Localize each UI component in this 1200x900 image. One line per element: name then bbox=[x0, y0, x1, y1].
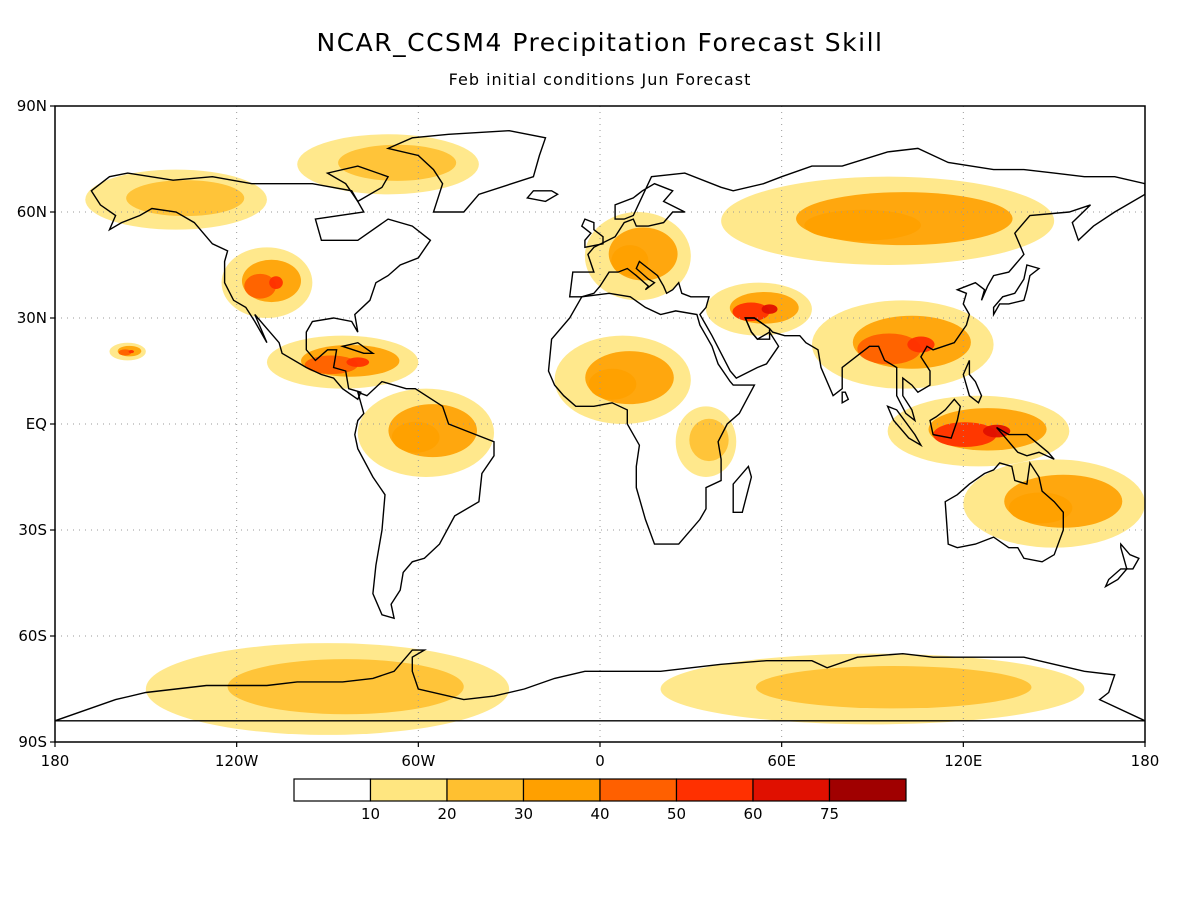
coastline-japan bbox=[992, 264, 1041, 318]
colorbar-tick-label: 10 bbox=[361, 805, 380, 823]
skill-region bbox=[887, 395, 1070, 467]
lat-tick-label: 90N bbox=[17, 97, 47, 115]
colorbar-bin bbox=[446, 778, 525, 802]
coastline-antarctica bbox=[55, 649, 1145, 722]
coastline-borneo bbox=[929, 398, 962, 439]
colorbar-bin bbox=[599, 778, 678, 802]
lat-tick-label: 30N bbox=[17, 309, 47, 327]
skill-region bbox=[675, 406, 737, 477]
lat-tick-label: EQ bbox=[26, 415, 47, 433]
colorbar: 10 20 30 40 50 60 75 bbox=[293, 778, 907, 823]
coastline-madagascar bbox=[732, 464, 753, 513]
colorbar-bin bbox=[752, 778, 831, 802]
coastline-new-zealand-south bbox=[1104, 568, 1129, 589]
skill-shading-layer bbox=[85, 134, 1145, 735]
coastline-arabian-sea-persian bbox=[744, 317, 771, 341]
skill-region bbox=[221, 247, 313, 318]
lat-tick-label: 90S bbox=[18, 733, 47, 751]
coastlines bbox=[55, 129, 1145, 722]
lat-tick-label: 60S bbox=[18, 627, 47, 645]
skill-region bbox=[963, 459, 1145, 548]
coastline-south-america bbox=[354, 380, 495, 620]
lon-tick-label: 60W bbox=[401, 752, 435, 770]
lon-tick-label: 180 bbox=[41, 752, 70, 770]
lat-tick-label: 60N bbox=[17, 203, 47, 221]
lat-tick-label: 30S bbox=[18, 521, 47, 539]
coastline-new-zealand bbox=[1120, 542, 1140, 570]
coastline-british-isles bbox=[580, 218, 604, 249]
lon-tick-label: 120E bbox=[944, 752, 982, 770]
colorbar-tick-label: 30 bbox=[514, 805, 533, 823]
coastline-philippines bbox=[962, 360, 983, 404]
map-title: NCAR_CCSM4 Precipitation Forecast Skill bbox=[316, 28, 884, 57]
coastline-new-guinea bbox=[996, 426, 1055, 460]
coastline-australia bbox=[944, 460, 1064, 563]
map-subtitle: Feb initial conditions Jun Forecast bbox=[448, 70, 752, 89]
longitude-labels: 180 120W 60W 0 60E 120E 180 bbox=[41, 742, 1160, 770]
coastline-sri-lanka bbox=[841, 391, 850, 405]
skill-region bbox=[85, 169, 267, 230]
skill-region bbox=[357, 388, 495, 478]
lon-tick-label: 180 bbox=[1131, 752, 1160, 770]
coastline-cuba bbox=[340, 341, 376, 354]
skill-region bbox=[266, 335, 419, 389]
skill-region bbox=[705, 282, 812, 336]
colorbar-bin bbox=[369, 778, 448, 802]
coastline-africa bbox=[547, 292, 756, 545]
skill-region bbox=[109, 342, 146, 361]
colorbar-tick-label: 60 bbox=[743, 805, 762, 823]
coastline-baffin-island bbox=[325, 165, 390, 203]
colorbar-tick-label: 75 bbox=[820, 805, 839, 823]
gridlines bbox=[55, 106, 1145, 742]
skill-region bbox=[145, 643, 510, 735]
lon-tick-label: 60E bbox=[767, 752, 796, 770]
skill-region bbox=[660, 653, 1085, 725]
lon-tick-label: 0 bbox=[595, 752, 605, 770]
latitude-labels: 90N 60N 30N EQ 30S 60S 90S bbox=[17, 97, 55, 751]
coastline-greenland bbox=[385, 129, 547, 213]
lon-tick-label: 120W bbox=[215, 752, 259, 770]
colorbar-bin bbox=[293, 778, 372, 802]
skill-region bbox=[554, 335, 691, 425]
coastline-north-america bbox=[90, 172, 432, 401]
colorbar-tick-label: 40 bbox=[590, 805, 609, 823]
colorbar-bin bbox=[522, 778, 601, 802]
skill-region bbox=[297, 134, 479, 195]
colorbar-bin bbox=[675, 778, 754, 802]
colorbar-tick-label: 20 bbox=[437, 805, 456, 823]
coastline-eurasia bbox=[568, 147, 1145, 423]
skill-region bbox=[584, 211, 691, 301]
skill-region bbox=[721, 176, 1055, 265]
colorbar-bin bbox=[828, 778, 907, 802]
skill-region bbox=[811, 300, 994, 389]
coastline-sumatra bbox=[886, 405, 923, 448]
coastline-iceland bbox=[525, 190, 559, 203]
colorbar-tick-label: 50 bbox=[667, 805, 686, 823]
